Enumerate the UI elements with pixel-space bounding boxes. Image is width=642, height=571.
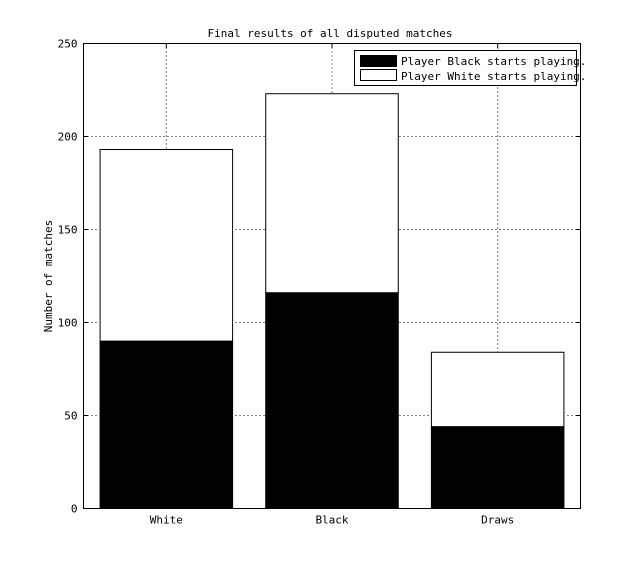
axis-ticks: 0 50 100 150 200 250 White Black Draws bbox=[58, 38, 581, 527]
legend-swatch-1 bbox=[360, 69, 397, 81]
bar-white-series-1 bbox=[99, 149, 234, 342]
y-tick-label: 200 bbox=[58, 131, 78, 144]
legend-swatch-0 bbox=[360, 55, 397, 67]
y-tick-label: 100 bbox=[58, 317, 78, 330]
legend-label-0: Player Black starts playing. bbox=[401, 55, 586, 68]
y-tick-label: 0 bbox=[71, 503, 78, 516]
bar-black-series-0 bbox=[265, 292, 399, 509]
y-axis-label: Number of matches bbox=[42, 220, 55, 333]
x-tick-label: Black bbox=[315, 514, 348, 527]
legend-label-1: Player White starts playing. bbox=[401, 70, 586, 83]
x-tick-label: White bbox=[150, 514, 183, 527]
bar-white-series-0 bbox=[99, 340, 234, 509]
bars bbox=[99, 93, 565, 509]
y-tick-label: 150 bbox=[58, 224, 78, 237]
y-tick-label: 50 bbox=[64, 410, 77, 423]
x-tick-label: Draws bbox=[481, 514, 514, 527]
bar-black-series-1 bbox=[265, 93, 399, 294]
legend: Player Black starts playing. Player Whit… bbox=[354, 50, 586, 86]
y-tick-label: 250 bbox=[58, 38, 78, 51]
bar-draws-series-0 bbox=[430, 426, 565, 509]
chart-title: Final results of all disputed matches bbox=[207, 27, 452, 40]
bar-draws-series-1 bbox=[430, 351, 565, 428]
